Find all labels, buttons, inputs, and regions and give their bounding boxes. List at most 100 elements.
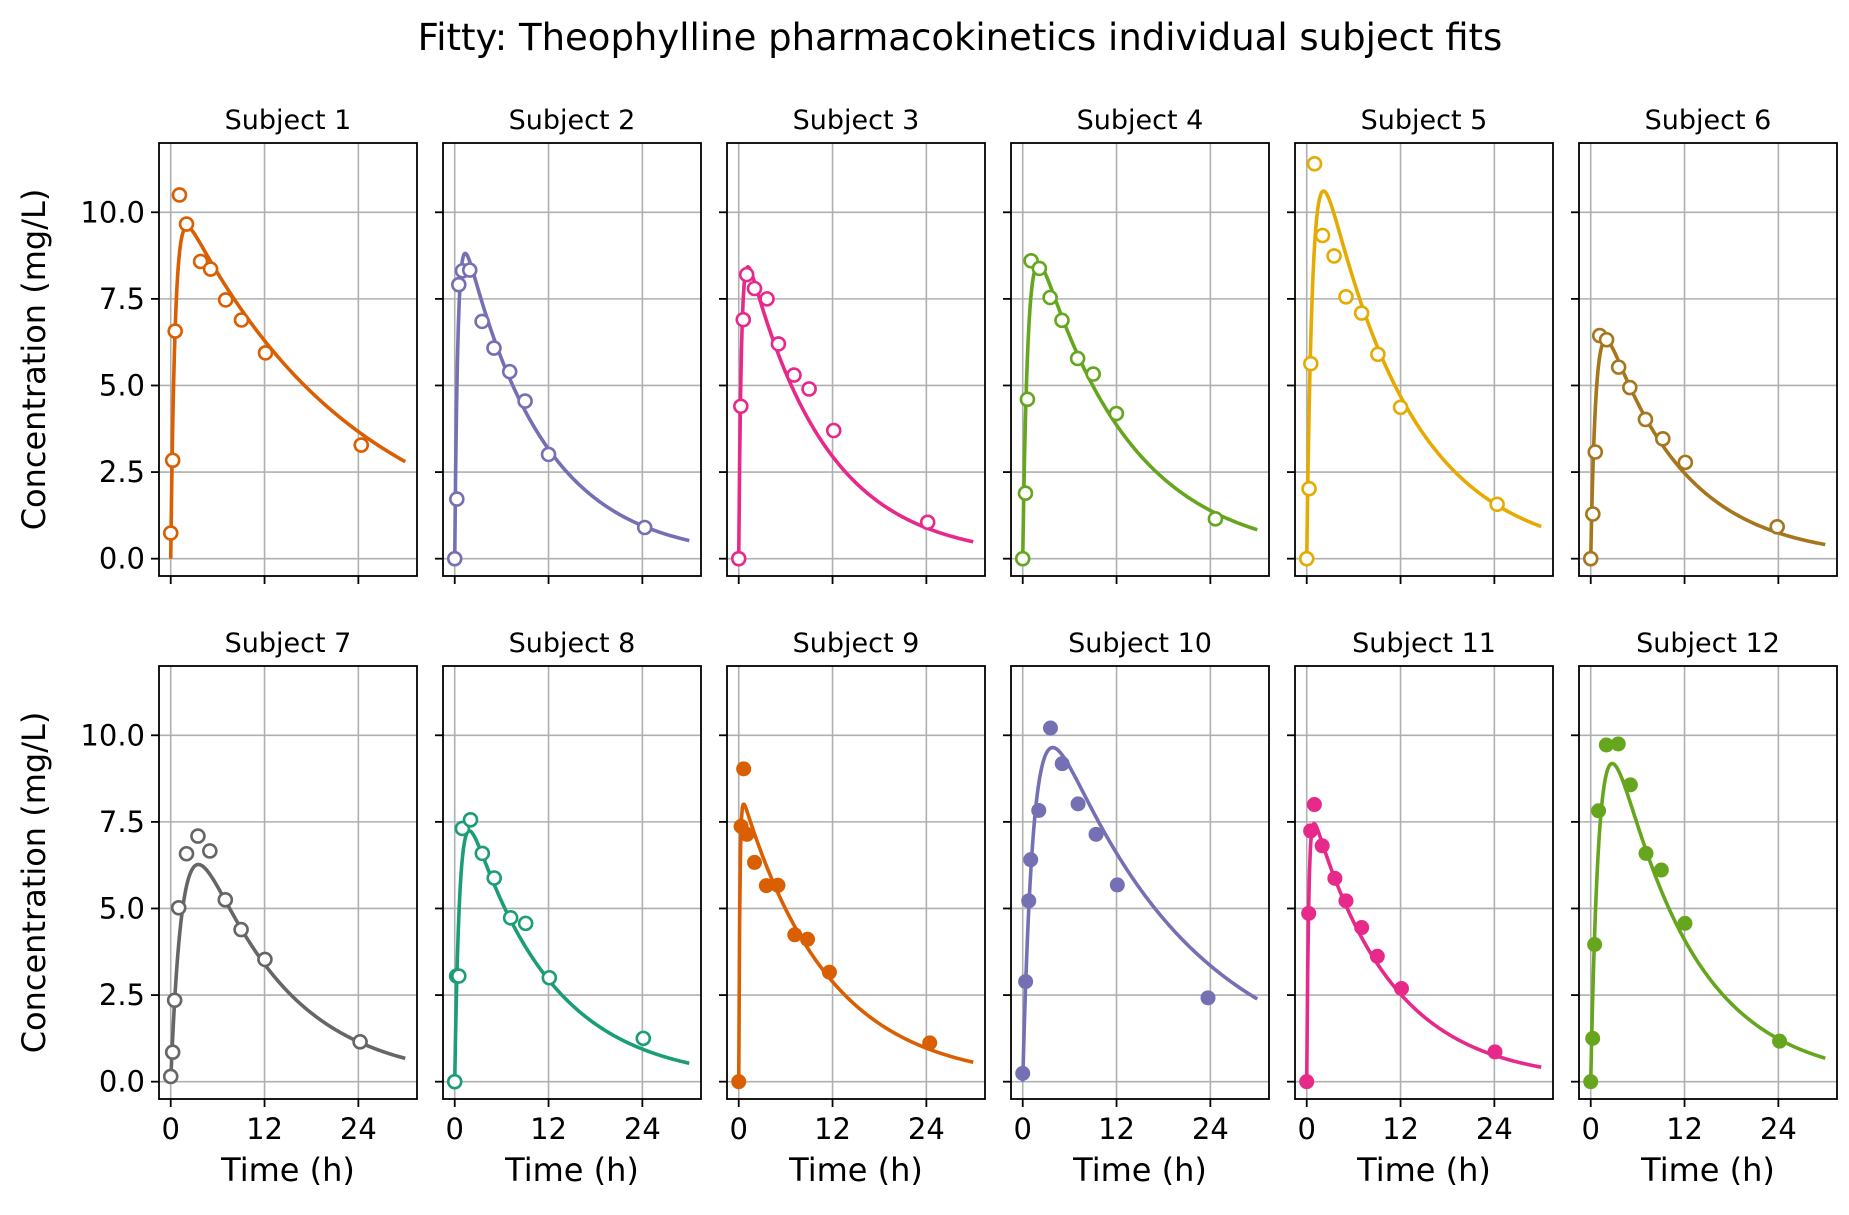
- observed-point: [1017, 485, 1034, 502]
- observed-point: [1637, 411, 1654, 428]
- observed-point: [446, 1073, 463, 1090]
- observed-point: [1327, 870, 1343, 886]
- observed-point: [1019, 391, 1036, 408]
- observed-point: [233, 312, 250, 328]
- fit-curve: [736, 802, 975, 1082]
- y-tick-label: 2.5: [99, 455, 145, 489]
- observed-point: [449, 491, 465, 507]
- observed-point: [1299, 1074, 1315, 1090]
- observed-point: [164, 1044, 181, 1061]
- observed-point: [1638, 845, 1654, 861]
- x-axis-label: Time (h): [504, 1151, 639, 1189]
- subplot-title: Subject 6: [1645, 105, 1772, 136]
- x-tick-label: 24: [908, 1112, 945, 1146]
- observed-point: [1622, 777, 1638, 793]
- fit-curve: [1304, 821, 1543, 1082]
- observed-point: [733, 398, 749, 415]
- y-tick-label: 2.5: [99, 978, 145, 1012]
- observed-point: [825, 422, 842, 439]
- observed-point: [502, 910, 519, 926]
- observed-point: [1653, 862, 1669, 878]
- observed-point: [635, 1030, 652, 1047]
- observed-point: [730, 550, 747, 567]
- observed-point: [1622, 379, 1638, 396]
- fit-curve: [168, 862, 407, 1082]
- x-tick-label: 24: [1476, 1112, 1513, 1146]
- observed-point: [770, 336, 787, 352]
- observed-point: [1598, 331, 1615, 348]
- observed-point: [1031, 802, 1047, 818]
- x-tick-label: 12: [1666, 1112, 1703, 1146]
- observed-point: [786, 367, 802, 383]
- subplot: Subject 8 0 12 24 Time (h): [435, 628, 702, 1189]
- observed-point: [192, 253, 209, 270]
- x-tick-label: 24: [1192, 1112, 1229, 1146]
- observed-point: [170, 899, 187, 916]
- observed-point: [1070, 796, 1086, 812]
- subplot-title: Subject 12: [1636, 628, 1780, 659]
- observed-point: [1108, 405, 1125, 422]
- observed-point: [1306, 155, 1323, 172]
- x-axis-label: Time (h): [788, 1151, 923, 1189]
- observed-point: [178, 845, 195, 862]
- observed-point: [1314, 838, 1330, 854]
- observed-point: [1042, 289, 1058, 306]
- subplot-title: Subject 4: [1077, 105, 1204, 136]
- observed-point: [217, 292, 234, 308]
- observed-point: [1370, 346, 1386, 363]
- observed-point: [1677, 915, 1693, 931]
- fit-curve: [1020, 745, 1259, 1082]
- observed-point: [1338, 289, 1354, 305]
- axes-frame: [442, 665, 702, 1100]
- fit-curve: [736, 265, 975, 559]
- subplot-title: Subject 5: [1361, 105, 1488, 136]
- observed-point: [1338, 893, 1354, 909]
- observed-point: [461, 262, 478, 278]
- observed-point: [486, 340, 502, 356]
- observed-point: [747, 854, 763, 870]
- observed-point: [1054, 312, 1070, 329]
- subplot-title: Subject 2: [509, 105, 636, 136]
- observed-point: [922, 1035, 938, 1051]
- axes-frame: [1294, 142, 1554, 577]
- observed-point: [1014, 550, 1031, 567]
- observed-point: [1015, 1065, 1031, 1081]
- observed-point: [474, 845, 491, 862]
- observed-point: [1302, 355, 1319, 372]
- subplot-title: Subject 10: [1068, 628, 1212, 659]
- observed-point: [1031, 260, 1048, 277]
- observed-point: [1306, 797, 1322, 813]
- observed-point: [1610, 359, 1627, 375]
- observed-point: [202, 843, 218, 859]
- fit-curve: [1020, 262, 1259, 559]
- observed-point: [202, 261, 219, 277]
- observed-point: [1314, 227, 1331, 244]
- observed-point: [1018, 974, 1034, 990]
- figure-title: Fitty: Theophylline pharmacokinetics ind…: [418, 16, 1503, 59]
- observed-point: [517, 915, 534, 932]
- observed-point: [1303, 823, 1319, 839]
- y-tick-label: 10.0: [80, 718, 145, 752]
- x-tick-label: 12: [1098, 1112, 1135, 1146]
- subplot-grid: Subject 1 0.0 2.5 5.0 7.5 10.0 Concentration (…: [15, 105, 1838, 1189]
- observed-point: [166, 992, 183, 1009]
- x-tick-label: 0: [1298, 1112, 1316, 1146]
- x-axis-label: Time (h): [1640, 1151, 1775, 1189]
- observed-point: [1392, 399, 1409, 416]
- x-tick-label: 0: [1582, 1112, 1600, 1146]
- x-axis-label: Time (h): [1072, 1151, 1207, 1189]
- axes-frame: [1010, 142, 1270, 577]
- observed-point: [1301, 905, 1317, 921]
- x-axis-label: Time (h): [220, 1151, 355, 1189]
- y-tick-label: 5.0: [99, 368, 145, 402]
- axes-frame: [1010, 665, 1270, 1100]
- observed-point: [1354, 920, 1370, 936]
- observed-point: [1109, 877, 1125, 893]
- subplot: Subject 11 0 12 24 Time (h): [1287, 628, 1554, 1189]
- y-tick-label: 5.0: [99, 891, 145, 925]
- observed-point: [636, 519, 653, 536]
- x-tick-label: 12: [246, 1112, 283, 1146]
- observed-point: [1207, 511, 1224, 527]
- observed-point: [1326, 248, 1342, 264]
- subplot: Subject 7 0 12 24 Time (h) 0.0 2.5 5.0 7.5 10.0 Co…: [15, 628, 418, 1189]
